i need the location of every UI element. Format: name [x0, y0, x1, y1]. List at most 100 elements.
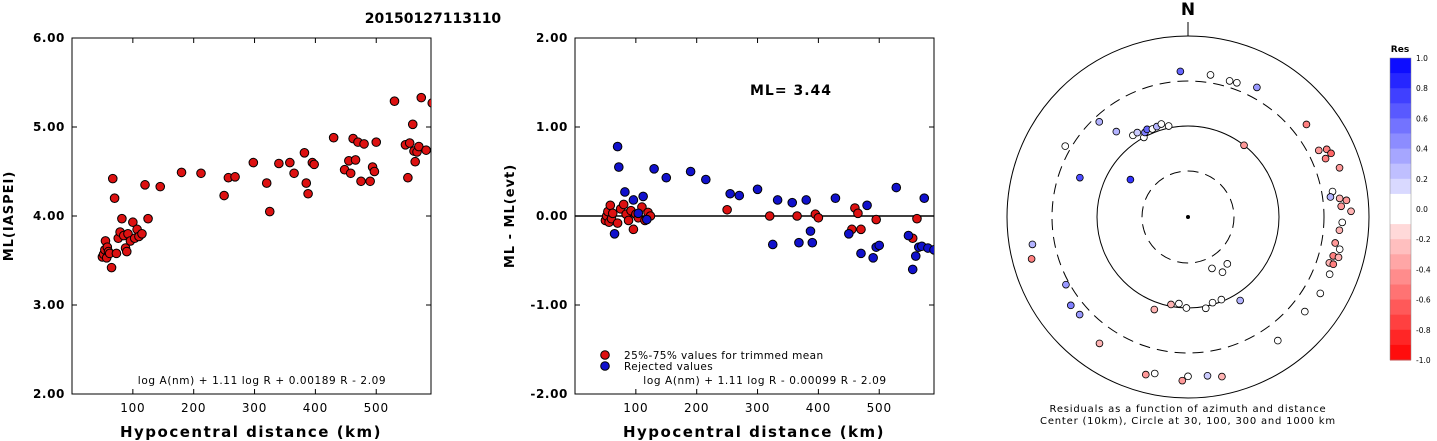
rejected-point — [772, 195, 783, 205]
colorbar-cell — [1390, 148, 1411, 165]
residual-colorbar: Res 1.0 0.8 0.6 0.4 0.2 0.0 -0.2 -0.4 -0.6 -0.8 -1… — [1389, 45, 1431, 365]
colorbar-tick-label: -1.0 — [1416, 356, 1431, 365]
trimmed-point — [623, 215, 634, 226]
formula-label: log A(nm) + 1.11 log R + 0.00189 R - 2.0… — [138, 375, 386, 387]
y-tick-label: -1.00 — [530, 298, 568, 312]
data-point — [416, 92, 427, 103]
rejected-point — [633, 208, 644, 219]
rejected-point — [609, 229, 620, 239]
station-marker — [1325, 270, 1334, 279]
station-marker — [1062, 280, 1070, 289]
data-point — [285, 157, 295, 168]
station-marker — [1126, 175, 1135, 184]
station-marker — [1218, 372, 1226, 381]
colorbar-cell — [1390, 178, 1411, 195]
colorbar-ticks: 1.0 0.8 0.6 0.4 0.2 0.0 -0.2 -0.4 -0.6 -0.8 -1.0 — [1416, 54, 1431, 365]
y-axis-label: ML - ML(evt) — [503, 164, 518, 268]
colorbar-tick-label: -0.2 — [1416, 235, 1431, 244]
x-axis-label: Hypocentral distance (km) — [120, 423, 382, 441]
colorbar-tick-label: 0.4 — [1416, 145, 1428, 154]
data-point — [427, 98, 431, 108]
colorbar-cell — [1390, 58, 1411, 74]
station-marker — [1028, 240, 1037, 249]
x-tick-label: 400 — [806, 401, 831, 415]
x-tick-label: 200 — [181, 401, 206, 415]
data-point — [303, 188, 313, 199]
colorbar-tick-label: -0.4 — [1416, 265, 1431, 274]
trimmed-point — [792, 211, 802, 221]
station-marker — [1326, 193, 1335, 201]
colorbar-tick-label: 0.0 — [1416, 205, 1428, 214]
colorbar-cell — [1390, 344, 1411, 361]
data-point — [356, 176, 366, 187]
rejected-point — [874, 240, 885, 251]
data-point — [117, 213, 127, 224]
rejected-point — [767, 239, 778, 250]
rejected-point — [612, 141, 623, 152]
station-marker — [1321, 154, 1330, 163]
azimuth-residual-map: N Residuals as a function of azimuth and… — [1006, 0, 1370, 427]
station-marker — [1337, 202, 1345, 211]
station-marker — [1027, 255, 1036, 263]
colorbar-cell — [1390, 73, 1411, 89]
y-tick-label: 4.00 — [33, 209, 65, 223]
station-marker — [1335, 194, 1344, 203]
rejected-point — [844, 229, 854, 239]
x-tick-label: 400 — [303, 401, 328, 415]
station-marker — [1178, 376, 1187, 385]
rejected-point — [807, 237, 818, 248]
station-marker — [1175, 299, 1183, 308]
data-point — [196, 168, 206, 179]
data-point — [176, 167, 187, 178]
station-marker — [1342, 196, 1351, 205]
rejected-point — [642, 214, 652, 225]
center-dot — [1186, 215, 1190, 219]
trimmed-point — [618, 199, 629, 210]
data-point — [369, 166, 380, 177]
data-point — [365, 176, 375, 187]
trimmed-point — [607, 208, 618, 219]
data-point — [289, 168, 299, 179]
legend-label-rejected: Rejected values — [624, 361, 713, 373]
legend-marker-trimmed — [600, 350, 610, 360]
colorbar-cell — [1390, 88, 1411, 104]
rejected-point — [801, 195, 812, 205]
data-point — [404, 138, 415, 148]
station-marker — [1335, 245, 1344, 254]
data-point — [421, 145, 431, 155]
station-marker — [1112, 127, 1121, 136]
colorbar-title: Res — [1391, 45, 1409, 55]
ring-1000km — [1006, 35, 1370, 399]
rejected-point — [903, 230, 914, 241]
rejected-point — [614, 162, 624, 172]
rejected-point — [929, 245, 934, 255]
y-tick-label: 5.00 — [33, 120, 65, 134]
station-marker — [1201, 304, 1210, 313]
data-point — [261, 178, 272, 188]
station-marker — [1253, 83, 1261, 92]
x-tick-label: 500 — [867, 401, 892, 415]
data-point — [301, 178, 312, 188]
trimmed-point — [605, 200, 616, 211]
rejected-point — [856, 248, 866, 259]
data-point — [359, 139, 369, 149]
x-tick-label: 100 — [120, 401, 145, 415]
axis-ticks: 100 200 300 400 500 -2.00 -1.00 0.00 1.00 2.00 — [530, 31, 934, 415]
y-tick-label: 2.00 — [33, 387, 65, 401]
rejected-point — [638, 191, 648, 202]
station-marker — [1335, 226, 1344, 235]
colorbar-cell — [1390, 193, 1411, 210]
data-point — [248, 157, 259, 168]
rejected-point — [701, 174, 711, 185]
x-tick-label: 200 — [684, 401, 709, 415]
trimmed-point — [871, 214, 881, 225]
data-point — [140, 180, 150, 190]
rejected-point — [805, 226, 816, 236]
station-marker — [1302, 120, 1311, 129]
station-marker — [1223, 260, 1232, 268]
data-point — [299, 148, 310, 158]
colorbar-tick-label: 0.2 — [1416, 175, 1428, 184]
x-tick-label: 300 — [745, 401, 770, 415]
station-marker — [1176, 67, 1185, 76]
